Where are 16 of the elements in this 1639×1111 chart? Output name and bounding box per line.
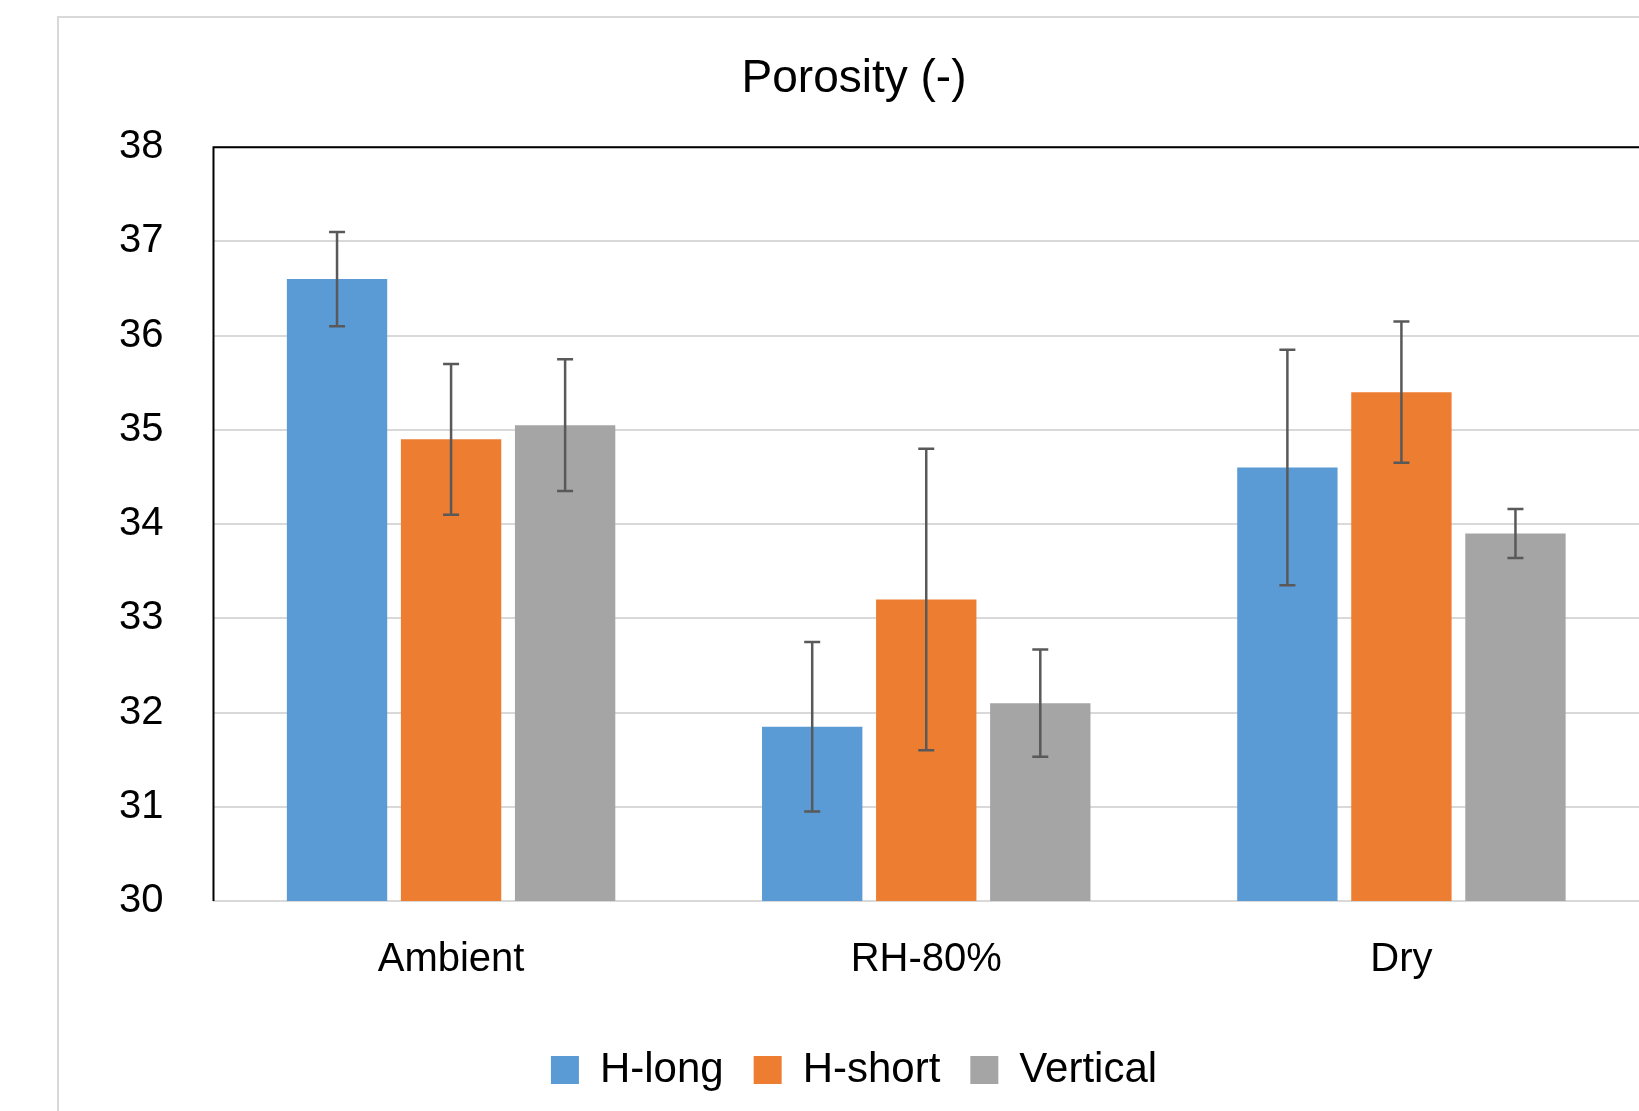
legend-label: H-long [599,1043,724,1091]
y-tick-label: 34 [118,499,164,544]
x-tick-label: Ambient [377,935,525,980]
legend-label: H-short [802,1043,941,1091]
x-tick-label: RH-80% [850,935,1002,980]
y-tick-label: 38 [118,122,164,167]
y-tick-label: 36 [118,310,164,355]
y-tick-label: 37 [118,216,164,261]
legend-label: Vertical [1019,1043,1158,1091]
y-tick-label: 32 [118,687,164,732]
y-tick-label: 31 [118,781,164,826]
x-tick-label: Dry [1370,935,1433,980]
y-tick-label: 33 [118,593,164,638]
chart-title: Porosity (-) [741,50,967,103]
y-tick-label: 35 [118,404,164,449]
y-tick-label: 30 [118,876,164,921]
